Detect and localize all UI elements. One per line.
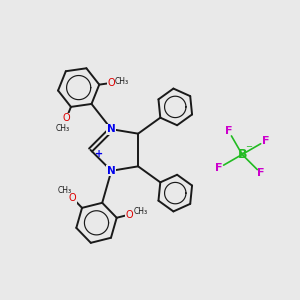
Text: N: N: [107, 124, 116, 134]
Text: CH₃: CH₃: [58, 186, 72, 195]
Text: CH₃: CH₃: [55, 124, 70, 133]
Text: F: F: [215, 163, 223, 173]
Text: −: −: [245, 142, 252, 151]
Text: F: F: [262, 136, 269, 146]
Text: F: F: [225, 126, 232, 136]
Text: O: O: [62, 113, 70, 124]
Text: O: O: [69, 193, 76, 203]
Text: +: +: [95, 149, 104, 160]
Text: F: F: [257, 168, 265, 178]
Text: O: O: [126, 209, 134, 220]
Text: B: B: [237, 148, 247, 161]
Text: O: O: [108, 78, 116, 88]
Text: CH₃: CH₃: [134, 207, 148, 216]
Text: CH₃: CH₃: [115, 77, 129, 86]
Text: N: N: [107, 166, 116, 176]
